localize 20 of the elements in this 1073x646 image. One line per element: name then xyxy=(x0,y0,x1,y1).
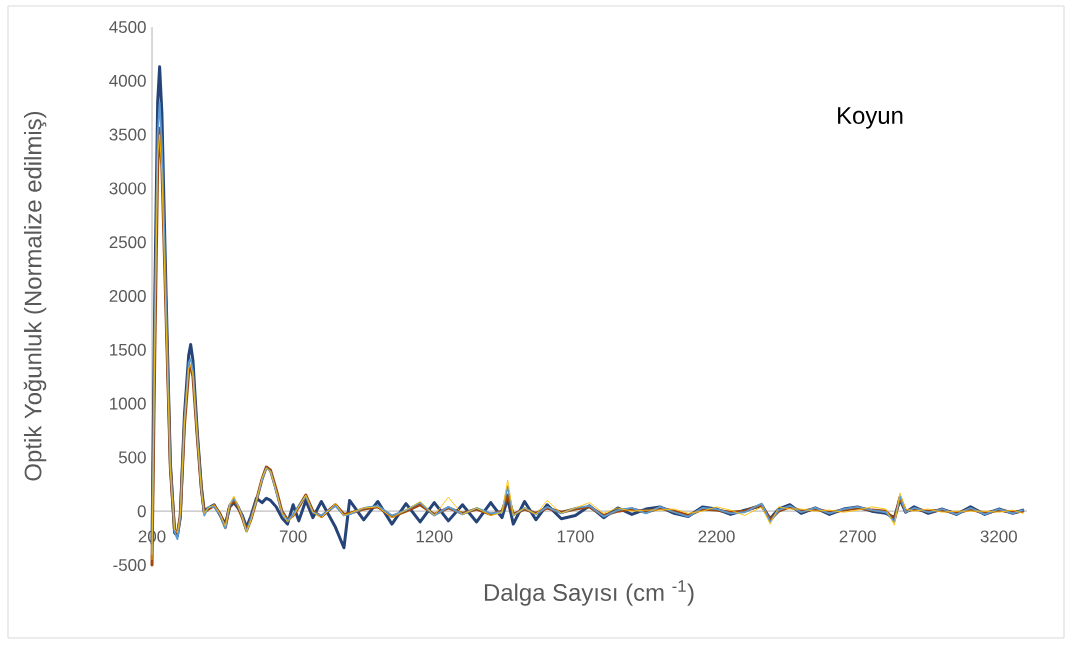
y-tick-label: 1000 xyxy=(110,397,146,410)
x-tick-label: 2700 xyxy=(839,530,876,543)
x-tick-label: 1700 xyxy=(557,530,594,543)
x-tick-label: 700 xyxy=(279,530,307,543)
y-tick-label: 0 xyxy=(137,505,146,518)
text: Koyun xyxy=(838,107,903,129)
y-tick-label: 4000 xyxy=(109,74,146,87)
x-tick-label: 2200 xyxy=(698,530,735,543)
y-tick-label: 4500 xyxy=(109,20,146,33)
x-tick-label: 1200 xyxy=(416,530,453,543)
y-tick-label: 2000 xyxy=(109,289,146,302)
y-tick-label: 3500 xyxy=(109,128,146,141)
y-tick-label: -500 xyxy=(113,558,146,571)
y-tick-label: 2500 xyxy=(109,236,146,249)
y-tick-label: 1500 xyxy=(110,343,146,356)
x-axis-title: Dalga Sayısı (cm $^{-1}$) xyxy=(484,580,694,606)
y-tick-label: 3000 xyxy=(109,182,146,195)
y-tick-label: 500 xyxy=(118,451,146,464)
y-axis-title: Optik Yoğunluk (Normalize edilmiş) xyxy=(23,111,47,481)
x-tick-label: 3200 xyxy=(980,530,1017,543)
